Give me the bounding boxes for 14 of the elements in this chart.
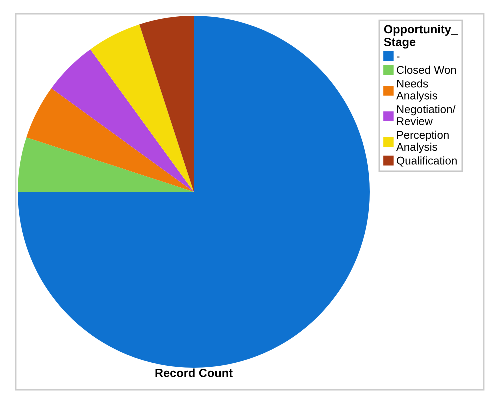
pie-slice — [140, 16, 194, 192]
pie-slice — [26, 88, 194, 192]
legend-label: Closed Won — [397, 66, 456, 74]
pie-slice — [52, 50, 194, 192]
legend-label: Qualification — [397, 156, 457, 167]
legend-label: Perception Analysis — [396, 130, 449, 154]
legend-label: Needs Analysis — [396, 80, 438, 102]
legend-label: - — [396, 56, 400, 58]
pie-slice — [18, 16, 370, 368]
legend-label: Negotiation/ Review — [397, 105, 456, 126]
legend-title: Opportunity_ Stage — [384, 25, 458, 49]
pie-slice — [90, 24, 194, 192]
text: Record Count — [156, 368, 233, 378]
pie-slice — [18, 138, 194, 192]
